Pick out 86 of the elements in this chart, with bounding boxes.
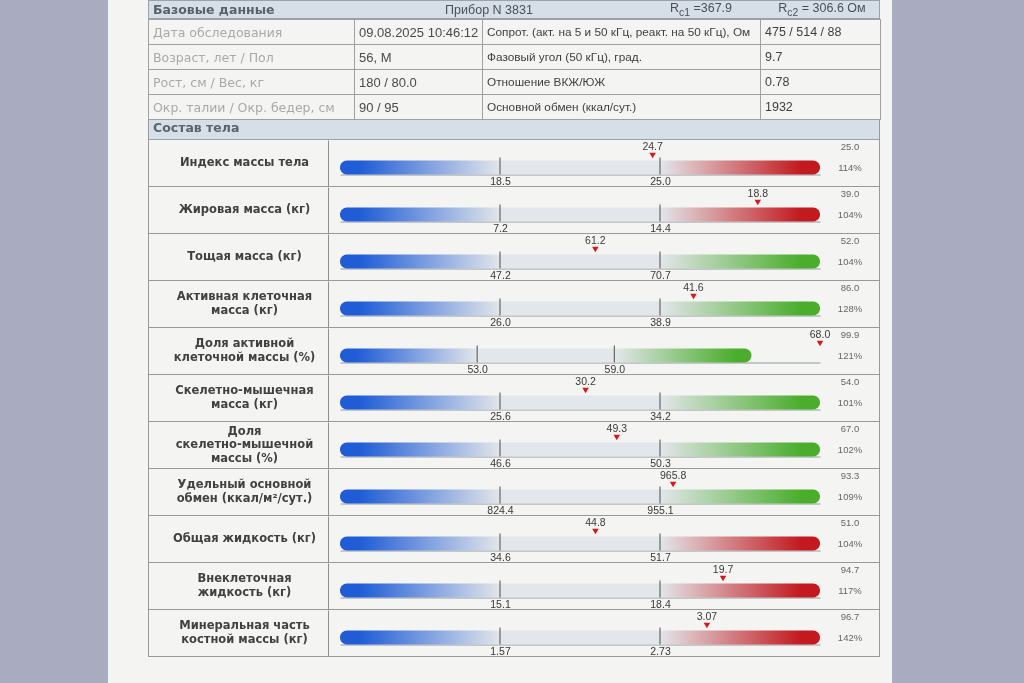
x-tick-label: 14.4 [650,221,671,234]
text: 90 / 95 [354,94,483,120]
y-tick-label: Внеклеточная жидкость (кг) [197,571,292,599]
y-tick-label: Доля скелетно-мышечной массы (%) [175,423,314,465]
text: 0.78 [760,69,881,95]
x-tick-label: 34.6 [490,550,511,563]
text: 104% [837,255,863,267]
text: Фазовый угол (50 кГц), град. [482,44,761,70]
data-label: 68.0 [809,327,831,340]
x-tick-label: 955.1 [647,503,674,516]
text: 96.7 [840,610,860,622]
data-label: 41.6 [683,280,704,293]
text: 99.9 [840,328,860,340]
text: 117% [838,584,863,596]
text: 54.0 [840,375,860,387]
x-tick-label: 59.0 [604,362,626,375]
y-tick-label: Общая жидкость (кг) [172,531,317,545]
text: 114% [838,161,863,173]
data-label: 3.07 [696,609,718,622]
y-tick-label: Индекс массы тела [179,155,310,169]
text: 109% [837,490,863,502]
text: Отношение ВКЖ/ЮЖ [482,69,761,95]
x-tick-label: 47.2 [490,268,511,281]
text: Окр. талии / Окр. бедер, см [148,94,355,120]
data-label: 19.7 [712,562,734,575]
text: 39.0 [840,187,860,199]
data-label: 61.2 [585,233,606,246]
data-label: 49.3 [606,421,628,434]
data-label: 24.7 [642,139,663,152]
text: 25.0 [840,140,860,152]
data-label: 965.8 [659,468,687,481]
text: Дата обследования [148,19,355,45]
x-tick-label: 2.73 [650,644,671,657]
text: 93.3 [840,469,860,481]
text: Состав тела [152,120,241,137]
text: Сопрот. (акт. на 5 и 50 кГц, реакт. на 50 кГц), Ом [482,19,761,45]
text: Рост, см / Вес, кг [148,69,355,95]
x-tick-label: 51.7 [650,550,671,563]
data-label: 18.8 [747,186,769,199]
y-tick-label: Минеральная часть костной массы (кг) [179,618,310,646]
x-tick-label: 25.6 [490,409,511,422]
data-label: 30.2 [575,374,596,387]
x-tick-label: 34.2 [650,409,671,422]
x-tick-label: 26.0 [490,315,511,328]
text: 128% [837,302,863,314]
y-tick-label: Доля активной клеточной массы (%) [173,336,316,364]
text: Основной обмен (ккал/сут.) [482,94,761,120]
text: 142% [837,631,863,643]
text: R$_{c2}$ = 306.6 Ом [777,1,867,18]
text: 475 / 514 / 88 [760,19,881,45]
text: 101% [837,396,863,408]
x-tick-label: 46.6 [490,456,511,469]
text: Базовые данные [152,2,276,17]
text: 51.0 [840,516,860,528]
x-tick-label: 824.4 [487,503,514,516]
text: 104% [837,208,863,220]
x-tick-label: 38.9 [650,315,671,328]
text: 180 / 80.0 [354,69,483,95]
text: 1932 [760,94,881,120]
text: 52.0 [840,234,860,246]
text: 67.0 [840,422,860,434]
text: 94.7 [840,563,860,575]
x-tick-label: 18.5 [490,174,511,187]
text: Прибор N 3831 [444,2,534,17]
x-tick-label: 50.3 [650,456,671,469]
y-tick-label: Удельный основной обмен (ккал/м²/сут.) [176,477,313,505]
data-label: 44.8 [585,515,606,528]
text: 09.08.2025 10:46:12 [354,19,483,45]
text: 102% [837,443,863,455]
text: 56, М [354,44,483,70]
text: R$_{c1}$ =367.9 [668,1,734,18]
y-tick-label: Тощая масса (кг) [187,249,302,263]
x-tick-label: 53.0 [467,362,489,375]
text: 86.0 [840,281,860,293]
text: 121% [837,349,863,361]
y-tick-label: Скелетно-мышечная масса (кг) [175,383,314,411]
y-tick-label: Жировая масса (кг) [178,202,311,216]
text: 104% [837,537,863,549]
x-tick-label: 18.4 [650,597,671,610]
x-tick-label: 1.57 [490,644,511,657]
text: 9.7 [760,44,881,70]
x-tick-label: 7.2 [493,221,508,234]
y-tick-label: Активная клеточная масса (кг) [176,289,313,317]
x-tick-label: 70.7 [650,268,671,281]
text: Возраст, лет / Пол [148,44,355,70]
x-tick-label: 15.1 [490,597,511,610]
